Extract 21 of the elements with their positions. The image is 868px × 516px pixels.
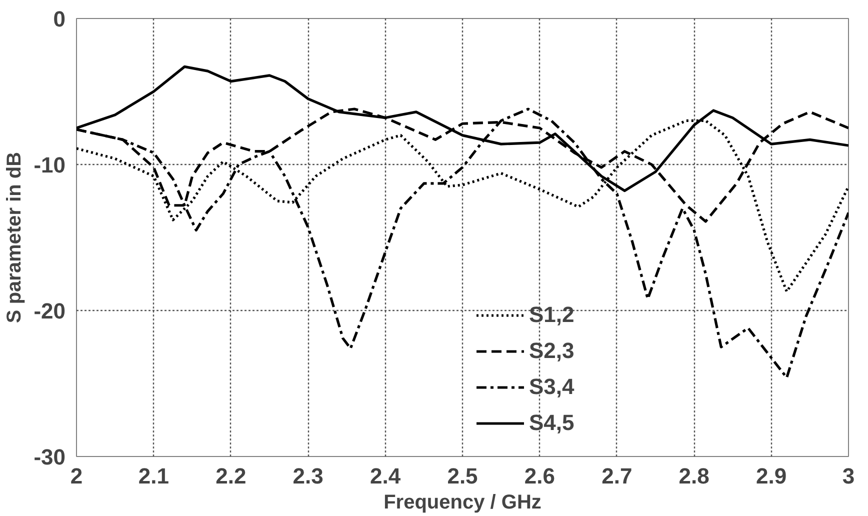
x-tick-label: 2.7: [602, 464, 632, 488]
x-tick-label: 2.3: [292, 464, 324, 488]
y-tick-label: 0: [53, 6, 66, 32]
y-axis-title: S parameter in dB: [4, 152, 26, 324]
x-tick-label: 2.2: [216, 464, 246, 488]
x-tick-label: 2.8: [678, 464, 710, 488]
x-tick-label: 2.6: [524, 464, 555, 488]
x-tick-label: 2.4: [370, 464, 402, 488]
x-axis-title: Frequency / GHz: [384, 492, 542, 514]
legend-label: S1,2: [529, 301, 574, 329]
legend-label: S4,5: [529, 409, 574, 437]
x-tick-label: 2.5: [447, 464, 478, 488]
x-tick-label: 2.9: [756, 464, 787, 488]
x-tick-label: 3: [842, 464, 855, 488]
x-tick-label: 2.1: [138, 464, 169, 488]
x-tick-label: 2: [70, 464, 83, 488]
y-tick-label: -30: [34, 444, 66, 470]
y-tick-label: -10: [34, 152, 66, 178]
legend-label: S3,4: [529, 373, 574, 401]
y-tick-label: -20: [34, 298, 66, 324]
legend-label: S2,3: [529, 337, 574, 365]
